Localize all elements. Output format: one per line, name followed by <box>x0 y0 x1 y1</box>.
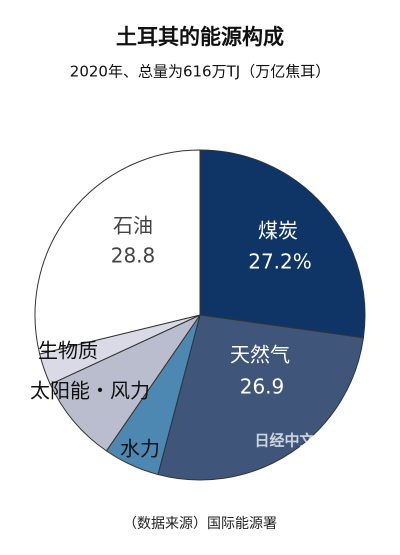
source: （数据来源）国际能源署 <box>123 516 277 532</box>
slice-label: 天然气 <box>230 343 290 367</box>
value-label: 26.9 <box>240 375 285 399</box>
slice-label: 石油 <box>113 214 153 238</box>
pie-slice <box>34 149 201 355</box>
slice-label: 太阳能・风力 <box>30 379 150 403</box>
pie-slice <box>199 149 366 339</box>
watermark: 日经中文网 <box>254 432 329 450</box>
chart-subtitle: 2020年、总量为616万TJ（万亿焦耳） <box>70 63 330 81</box>
value-label: 27.2% <box>248 250 312 274</box>
slice-label: 水力 <box>120 437 160 461</box>
value-label: 28.8 <box>111 244 156 268</box>
pie-slice <box>157 314 364 481</box>
chart-title: 土耳其的能源构成 <box>116 25 284 49</box>
slice-label: 生物质 <box>38 339 98 363</box>
pie <box>34 149 366 481</box>
slice-label: 煤炭 <box>258 219 298 243</box>
pie-slice <box>49 313 202 452</box>
